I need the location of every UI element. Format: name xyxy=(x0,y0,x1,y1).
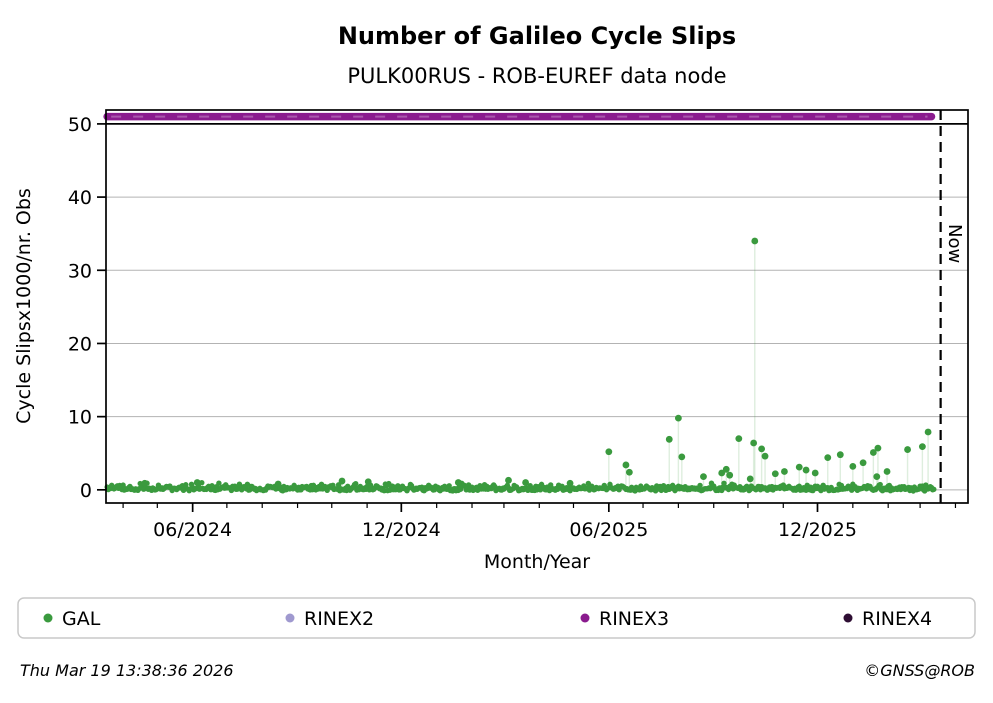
gal-spike-point xyxy=(811,469,819,477)
legend-label-rinex4: RINEX4 xyxy=(862,608,932,630)
gal-spike-point xyxy=(750,439,758,447)
legend-label-rinex2: RINEX2 xyxy=(304,608,374,630)
y-tick-label: 10 xyxy=(68,407,92,429)
legend-item-rinex3: RINEX3 xyxy=(580,608,669,630)
gal-spike-point xyxy=(454,479,462,486)
gal-spike-point xyxy=(918,443,926,451)
gal-spike-point xyxy=(665,435,673,443)
gal-spike-point xyxy=(924,428,932,436)
gal-spike-point xyxy=(746,475,754,483)
gal-spike-point xyxy=(625,468,633,476)
gal-spike-point xyxy=(622,461,630,469)
gal-spike-point xyxy=(726,471,734,479)
rinex2-marker-icon xyxy=(285,613,295,623)
gal-spike-point xyxy=(674,414,682,422)
gal-spike-point xyxy=(874,444,882,452)
gal-spike-point xyxy=(338,477,346,485)
gal-spike-point xyxy=(904,446,911,453)
legend-item-gal: GAL xyxy=(43,608,101,630)
legend-item-rinex2: RINEX2 xyxy=(285,608,374,630)
gal-spike-point xyxy=(761,452,769,460)
chart-title: Number of Galileo Cycle Slips xyxy=(338,22,736,50)
gal-spike-point xyxy=(795,463,803,471)
x-tick-label: 12/2024 xyxy=(362,519,441,541)
gal-spike-point xyxy=(824,454,832,462)
gal-spike-point xyxy=(735,435,743,442)
y-tick-label: 0 xyxy=(80,480,92,502)
gal-spike-point xyxy=(771,470,779,478)
gal-point xyxy=(931,486,937,493)
x-axis-label: Month/Year xyxy=(484,551,590,573)
y-tick-label: 30 xyxy=(68,260,92,282)
gal-point xyxy=(877,481,883,488)
y-axis-label: Cycle Slipsx1000/nr. Obs xyxy=(13,188,35,424)
gal-spike-point xyxy=(758,445,766,453)
gal-point xyxy=(183,482,189,488)
gal-spike-point xyxy=(566,479,574,487)
gal-spike-point xyxy=(522,479,529,486)
gal-spike-point xyxy=(605,448,613,456)
gal-marker-icon xyxy=(43,613,53,623)
gal-spike-point xyxy=(193,479,201,486)
gal-spike-point xyxy=(505,476,512,484)
gal-spike-point xyxy=(781,468,788,475)
gal-point xyxy=(353,480,359,487)
now-line-label: Now xyxy=(944,224,965,263)
plot-spines xyxy=(105,109,969,504)
gal-point xyxy=(721,480,727,486)
x-tick-label: 12/2025 xyxy=(778,519,857,541)
chart-subtitle: PULK00RUS - ROB-EUREF data node xyxy=(347,64,726,88)
gal-point xyxy=(216,480,222,486)
gal-spike-point xyxy=(873,473,881,481)
x-tick-label: 06/2025 xyxy=(569,519,648,541)
y-tick-label: 20 xyxy=(68,333,92,355)
legend: GAL RINEX2 RINEX3 RINEX4 xyxy=(17,597,976,639)
gal-spike-point xyxy=(836,451,844,459)
generation-timestamp: Thu Mar 19 13:38:36 2026 xyxy=(20,661,234,680)
gal-point xyxy=(446,483,452,489)
gal-spike-point xyxy=(802,466,810,474)
gal-spike-point xyxy=(364,478,372,486)
gal-point xyxy=(199,480,205,486)
y-tick-label: 40 xyxy=(68,187,92,209)
legend-box xyxy=(17,597,976,639)
legend-item-rinex4: RINEX4 xyxy=(843,608,932,630)
gal-spike-point xyxy=(678,453,686,461)
gal-point xyxy=(697,482,703,489)
gal-spike-point xyxy=(883,468,891,475)
grid-layer xyxy=(106,123,968,491)
gal-spike-point xyxy=(274,480,282,488)
axis-layer: 0 10 20 30 40 50 06/2024 12/2024 06/2025 12/2025 xyxy=(68,114,957,541)
plot-frame xyxy=(105,109,969,504)
gal-spike-point xyxy=(849,463,857,470)
gal-spike-point xyxy=(751,237,759,245)
gal-spike-point xyxy=(700,473,707,481)
rinex4-marker-icon xyxy=(843,613,853,623)
rinex3-marker-icon xyxy=(580,613,590,623)
gal-spike-point xyxy=(141,479,149,487)
copyright-text: ©GNSS@ROB xyxy=(864,661,975,680)
x-tick-label: 06/2024 xyxy=(153,519,232,541)
data-layer xyxy=(103,112,937,494)
gal-spike-point xyxy=(718,469,726,477)
legend-label-rinex3: RINEX3 xyxy=(599,608,669,630)
gal-spike-point xyxy=(722,465,730,473)
gal-spike-point xyxy=(869,449,877,456)
y-tick-label: 50 xyxy=(68,114,92,136)
gal-spike-point xyxy=(859,459,867,467)
legend-label-gal: GAL xyxy=(62,608,101,630)
